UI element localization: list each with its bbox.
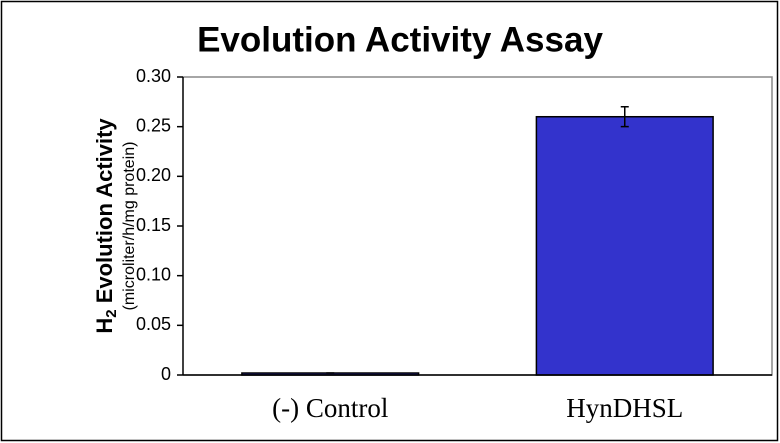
y-axis-label: H2 Evolution Activity	[92, 118, 120, 334]
y-axis-sublabel: (microliter/h/mg protein)	[121, 142, 138, 311]
bar	[535, 115, 714, 376]
y-tick-label: 0.20	[136, 165, 171, 185]
y-tick-label: 0	[161, 364, 171, 384]
y-tick-label: 0.25	[136, 115, 171, 135]
x-tick-label: HynDHSL	[566, 393, 683, 423]
y-tick-label: 0.05	[136, 314, 171, 334]
y-tick-label: 0.30	[136, 66, 171, 86]
y-label-part: Evolution Activity	[92, 118, 117, 310]
y-label-part: H	[92, 318, 117, 334]
y-tick-label: 0.15	[136, 215, 171, 235]
y-label-subscript: 2	[103, 309, 120, 317]
error-bar	[620, 106, 629, 128]
x-tick-label: (-) Control	[272, 393, 388, 423]
chart-title: Evolution Activity Assay	[197, 20, 603, 59]
y-tick-label: 0.10	[136, 264, 171, 284]
